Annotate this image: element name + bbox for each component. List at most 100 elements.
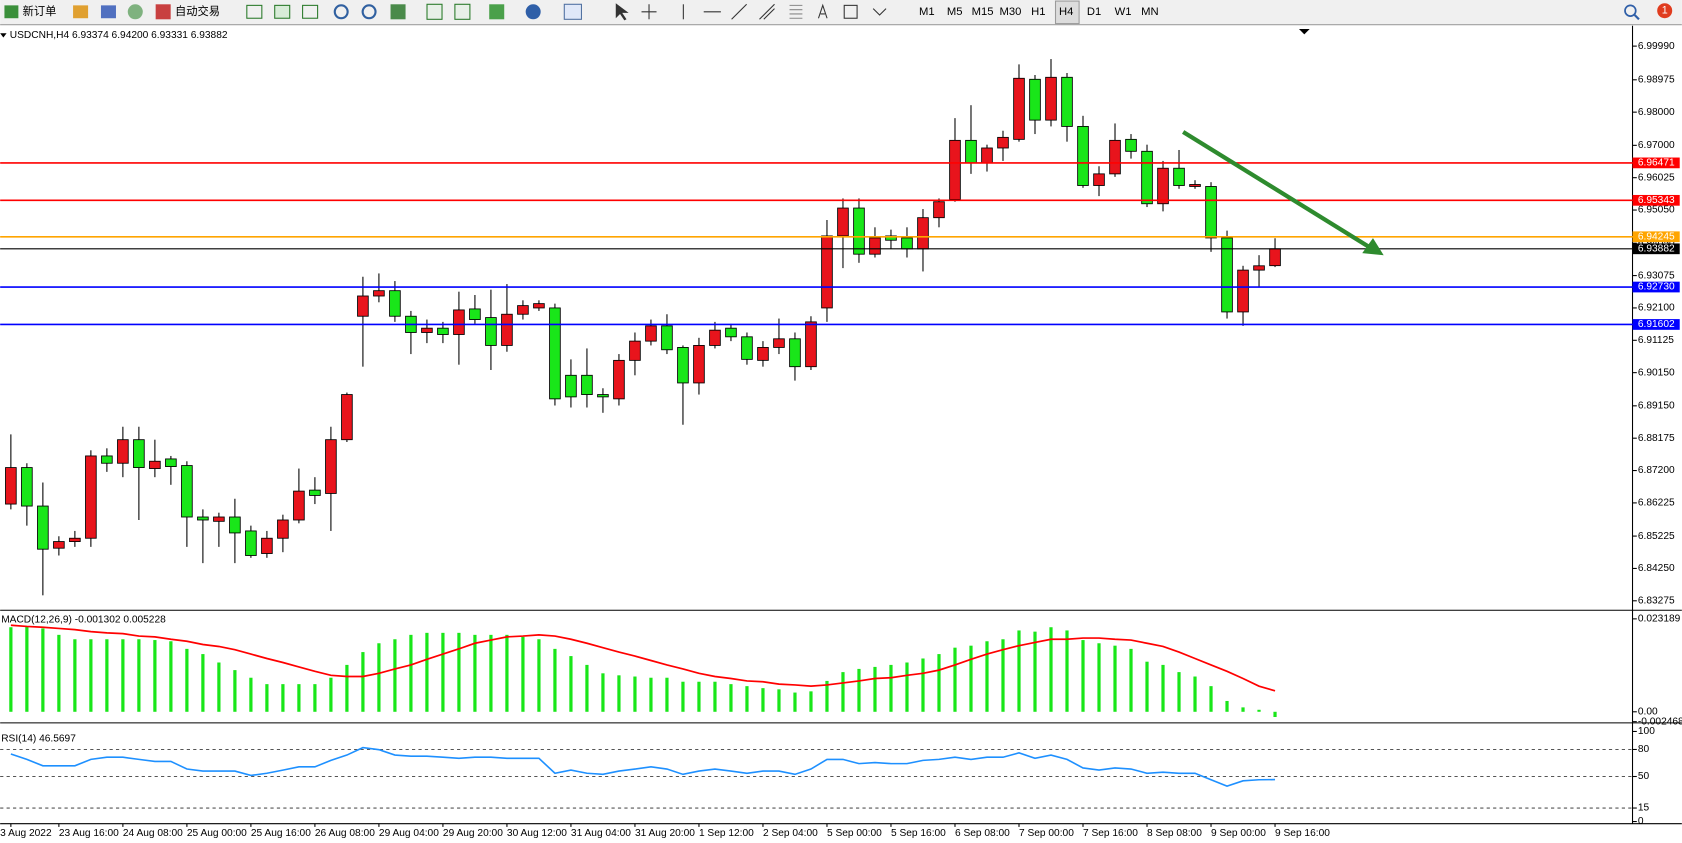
timeframe-button[interactable]: M15: [972, 6, 994, 18]
candle-body: [325, 439, 337, 494]
candle-body: [309, 489, 321, 496]
timeframe-button[interactable]: H4: [1059, 6, 1073, 18]
y-tick-label: -0.002468: [1638, 716, 1682, 727]
macd-bar: [697, 681, 701, 712]
zoom-in-icon[interactable]: [333, 4, 349, 20]
crosshair-icon[interactable]: [641, 4, 657, 20]
candle-body: [149, 460, 161, 469]
label-icon[interactable]: [843, 4, 858, 19]
macd-bar: [329, 677, 333, 712]
candle-body: [741, 336, 753, 360]
y-tick-label: 0.00: [1638, 706, 1658, 717]
price-level-box: [1632, 157, 1680, 169]
timeframe-button[interactable]: H1: [1031, 6, 1045, 18]
timeframe-button[interactable]: W1: [1115, 6, 1132, 18]
candle-body: [117, 439, 129, 464]
macd-bar: [553, 648, 557, 712]
search-icon[interactable]: [1624, 4, 1637, 17]
fibo-icon[interactable]: [789, 4, 803, 19]
price-level-box: [1632, 243, 1680, 255]
y-tick-label: 50: [1638, 771, 1650, 782]
macd-bar: [1049, 627, 1053, 712]
macd-bar: [1161, 664, 1165, 712]
channel-icon[interactable]: [759, 3, 775, 20]
macd-bar: [601, 673, 605, 712]
text-icon[interactable]: [817, 3, 828, 19]
timeframe-button[interactable]: M30: [1000, 6, 1022, 18]
arrows-icon[interactable]: [872, 8, 887, 16]
chart-area: [0, 25, 1682, 843]
zoom-out-icon[interactable]: [361, 4, 377, 20]
macd-bar: [793, 692, 797, 712]
macd-bar: [969, 645, 973, 712]
tool-icon[interactable]: [454, 3, 471, 20]
y-tick-label: 6.93075: [1638, 270, 1675, 281]
macd-bar: [489, 634, 493, 712]
candle-body: [421, 327, 433, 333]
cursor-icon[interactable]: [615, 3, 629, 21]
candle-body: [629, 340, 641, 361]
y-tick-label: 6.94050: [1638, 238, 1675, 249]
macd-bar: [1257, 709, 1261, 712]
macd-bar: [953, 647, 957, 712]
macd-bar: [921, 658, 925, 712]
macd-bar: [1225, 700, 1229, 712]
timeframe-button[interactable]: M5: [947, 6, 963, 18]
candle-body: [101, 455, 113, 464]
macd-bar: [649, 677, 653, 712]
y-tick-label: 6.86225: [1638, 498, 1675, 509]
candle-body: [869, 237, 881, 255]
candle-body: [933, 201, 945, 219]
chart-type-icon[interactable]: [246, 4, 263, 19]
trendline-icon[interactable]: [731, 3, 747, 20]
candle-body: [581, 374, 593, 395]
y-tick-label: 6.88175: [1638, 433, 1675, 444]
price-level-box: [1632, 319, 1680, 330]
tool-icon[interactable]: [426, 3, 443, 20]
macd-bar: [841, 672, 845, 712]
chart-type-icon[interactable]: [302, 4, 319, 19]
auto-trading-button[interactable]: 自动交易: [175, 4, 220, 18]
candle-body: [949, 139, 961, 200]
tool-icon[interactable]: [73, 5, 89, 19]
auto-trading-icon[interactable]: [155, 4, 171, 20]
timeframe-button[interactable]: MN: [1141, 6, 1159, 18]
timeframe-button[interactable]: D1: [1087, 6, 1101, 18]
new-order-icon[interactable]: [4, 5, 19, 19]
notification-count: 1: [1662, 5, 1668, 17]
x-tick-label: 3 Aug 2022: [0, 828, 52, 839]
notification-badge[interactable]: [1657, 3, 1673, 19]
macd-bar: [233, 670, 237, 712]
candle-body: [1045, 76, 1057, 121]
candle-body: [885, 235, 897, 241]
macd-bar: [217, 662, 221, 712]
candle-body: [165, 458, 177, 467]
indicator-title: MACD(12,26,9) -0.001302 0.005228: [1, 615, 166, 626]
candle-body: [133, 439, 145, 468]
macd-bar: [137, 639, 141, 712]
x-tick-label: 25 Aug 16:00: [251, 828, 311, 839]
macd-bar: [825, 680, 829, 712]
new-order-button[interactable]: 新订单: [23, 4, 57, 18]
candle-body: [5, 467, 17, 505]
templates-icon[interactable]: [563, 3, 582, 20]
x-tick-label: 5 Sep 00:00: [827, 828, 882, 839]
candle-body: [1205, 186, 1217, 239]
toolbar-group: 新订单 自动交易 M1 M5 M15 M30 H1 H4 D1 W1 MN 1: [4, 0, 1673, 25]
candle-body: [1093, 173, 1105, 186]
y-tick-label: 6.97000: [1638, 140, 1675, 151]
tile-icon[interactable]: [390, 4, 406, 20]
price-level-label: 6.93882: [1638, 243, 1675, 254]
price-level-label: 6.95343: [1638, 195, 1675, 206]
candle-body: [789, 338, 801, 368]
tool-icon[interactable]: [100, 5, 116, 19]
timeframe-button[interactable]: M1: [919, 6, 935, 18]
periods-icon[interactable]: [525, 4, 541, 20]
macd-bar: [617, 675, 621, 712]
chart-type-icon[interactable]: [274, 4, 291, 19]
candle-body: [757, 347, 769, 361]
tool-icon[interactable]: [127, 4, 143, 20]
macd-bar: [105, 639, 109, 712]
indicators-icon[interactable]: [489, 4, 505, 20]
